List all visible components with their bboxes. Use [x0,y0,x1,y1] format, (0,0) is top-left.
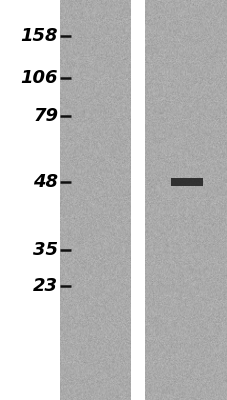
Text: 48: 48 [33,173,58,191]
Bar [145,0,227,400]
Text: 158: 158 [21,27,58,45]
Text: 79: 79 [33,107,58,125]
Bar [131,0,145,400]
Text: 23: 23 [33,277,58,295]
Text: 106: 106 [21,69,58,87]
Text: 35: 35 [33,241,58,259]
Bar [170,178,202,186]
Bar [60,0,131,400]
